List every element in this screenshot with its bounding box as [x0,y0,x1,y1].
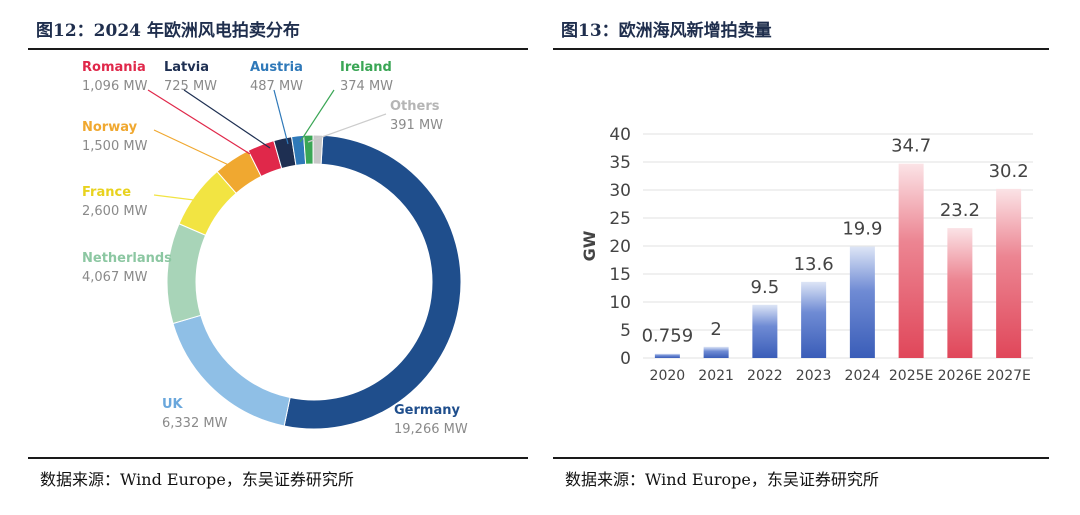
data-label-2023: 13.6 [794,254,834,275]
slice-value-austria: 487 MW [250,79,303,94]
leader-line-norway [153,129,234,168]
data-label-2020: 0.759 [642,326,694,347]
y-tick-label: 15 [609,265,631,285]
source-rule [28,457,528,459]
y-tick-label: 10 [609,293,631,313]
leader-line-latvia [183,89,271,149]
slice-value-germany: 19,266 MW [394,422,468,437]
leader-line-ireland [299,89,335,143]
slice-value-latvia: 725 MW [164,79,217,94]
x-tick-label-2022: 2022 [747,368,783,384]
bar-2027e [996,188,1022,358]
slice-value-others: 391 MW [390,118,443,133]
leader-line-romania [147,89,251,155]
right-panel: 图13：欧洲海风新增拍卖量 0 5 10 15 20 25 30 35 40 GW 0.759 202… [553,0,1049,515]
x-tick-label-2020: 2020 [650,368,686,384]
data-label-2025e: 34.7 [891,136,931,157]
left-panel: 图12：2024 年欧洲风电拍卖分布 Germany 19,266 MW UK 6,3… [28,0,528,515]
slice-value-netherlands: 4,067 MW [82,270,148,285]
bar-2024 [849,246,875,358]
y-tick-label: 20 [609,237,631,257]
x-tick-label-2027e: 2027E [986,368,1030,384]
data-label-2027e: 30.2 [989,161,1029,182]
x-tick-label-2025e: 2025E [889,368,933,384]
donut-slice-others [312,134,324,165]
slice-name-others: Others [390,99,440,114]
source-rule [553,457,1049,459]
slice-value-romania: 1,096 MW [82,79,148,94]
y-tick-label: 5 [620,321,631,341]
title-rule [553,48,1049,50]
slice-name-ireland: Ireland [340,60,392,75]
y-tick-label: 25 [609,209,631,229]
source-note: 数据来源：Wind Europe，东吴证券研究所 [40,470,354,489]
y-axis-label: GW [580,230,599,261]
slice-name-uk: UK [162,397,184,412]
y-tick-label: 30 [609,181,631,201]
source-note: 数据来源：Wind Europe，东吴证券研究所 [565,470,879,489]
bar-2021 [703,346,729,358]
slice-value-norway: 1,500 MW [82,139,148,154]
data-label-2022: 9.5 [751,277,780,298]
bar-2020 [654,353,680,358]
data-label-2024: 19.9 [842,219,882,240]
slice-name-romania: Romania [82,60,146,75]
donut-slice-netherlands [166,223,207,325]
x-tick-label-2026e: 2026E [938,368,982,384]
title-rule [28,48,528,50]
x-tick-label-2023: 2023 [796,368,832,384]
leader-line-others [307,113,387,143]
x-tick-label-2021: 2021 [698,368,734,384]
figure-title-13: 图13：欧洲海风新增拍卖量 [561,21,772,41]
y-tick-label: 40 [609,125,631,145]
donut-slice-uk [172,314,291,427]
slice-name-latvia: Latvia [164,60,209,75]
slice-value-uk: 6,332 MW [162,416,228,431]
y-tick-label: 35 [609,153,631,173]
slice-name-norway: Norway [82,120,138,135]
slice-name-france: France [82,185,131,200]
y-tick-label: 0 [620,349,631,369]
slice-name-germany: Germany [394,403,460,418]
donut-slice-germany [283,134,462,430]
leader-line-france [153,194,211,203]
figure-title-12: 图12：2024 年欧洲风电拍卖分布 [36,21,300,41]
bar-chart: 0 5 10 15 20 25 30 35 40 GW 0.759 2020 2 2021 9.5 2022 1… [580,125,1033,384]
slice-value-france: 2,600 MW [82,204,148,219]
donut-slice-ireland [303,134,314,165]
leader-line-austria [273,89,289,145]
slice-name-netherlands: Netherlands [82,251,172,266]
bar-2023 [801,281,827,358]
slice-value-ireland: 374 MW [340,79,393,94]
donut-chart: Germany 19,266 MW UK 6,332 MW Netherlands 4,0… [82,60,468,437]
bar-2025e [898,163,924,358]
bar-2022 [752,304,778,358]
slice-name-austria: Austria [250,60,303,75]
x-tick-label-2024: 2024 [845,368,881,384]
data-label-2026e: 23.2 [940,200,980,221]
bar-2026e [947,228,973,358]
data-label-2021: 2 [710,319,721,340]
